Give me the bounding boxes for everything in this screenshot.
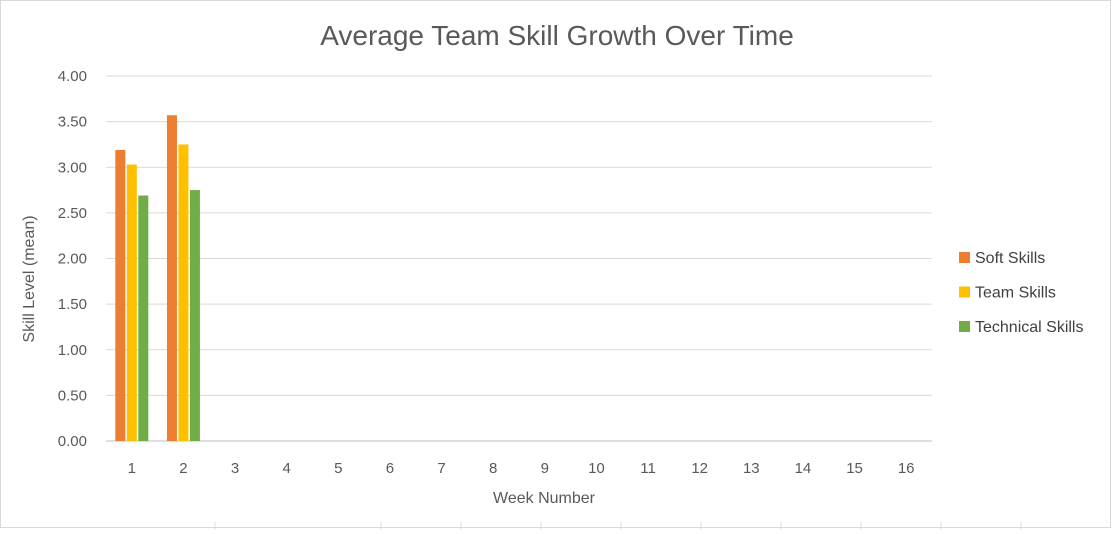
bar-soft-skills: [166, 115, 177, 442]
x-axis-title: Week Number: [493, 490, 596, 507]
y-tick-label: 1.50: [58, 296, 87, 313]
x-tick-label: 12: [691, 460, 708, 477]
y-tick-label: 0.50: [58, 387, 87, 404]
y-tick-label: 1.00: [58, 342, 87, 359]
legend-label: Soft Skills: [975, 250, 1045, 267]
y-tick-label: 2.50: [58, 205, 87, 222]
x-tick-label: 4: [283, 460, 291, 477]
y-tick-label: 4.00: [58, 68, 87, 85]
x-tick-label: 7: [437, 460, 445, 477]
bar-soft-skills: [115, 149, 126, 441]
x-tick-label: 2: [179, 460, 187, 477]
x-tick-label: 8: [489, 460, 497, 477]
x-tick-label: 6: [386, 460, 394, 477]
bar-team-skills: [126, 164, 137, 441]
y-tick-labels: 0.00 0.50 1.00 1.50 2.00 2.50 3.00 3.50 4.00: [58, 68, 87, 450]
gridlines: [106, 75, 932, 442]
legend-swatch: [959, 321, 970, 332]
bars: [115, 115, 200, 442]
legend: Soft Skills Team Skills Technical Skills: [959, 250, 1083, 336]
y-tick-label: 2.00: [58, 251, 87, 268]
legend-swatch: [959, 286, 970, 298]
legend-label: Technical Skills: [975, 319, 1083, 336]
y-axis-title: Skill Level (mean): [21, 215, 38, 342]
x-tick-label: 13: [743, 460, 760, 477]
y-tick-label: 0.00: [58, 433, 87, 450]
x-tick-label: 14: [795, 460, 812, 477]
x-tick-label: 10: [588, 460, 605, 477]
x-tick-label: 11: [640, 460, 656, 477]
legend-label: Team Skills: [975, 285, 1056, 302]
y-tick-label: 3.50: [58, 114, 87, 131]
frame-footer-ticks: [214, 522, 1022, 529]
bar-technical-skills: [138, 195, 149, 441]
x-tick-label: 3: [231, 460, 239, 477]
x-tick-label: 16: [898, 460, 915, 477]
bar-technical-skills: [189, 190, 200, 441]
x-tick-label: 15: [846, 460, 863, 477]
x-tick-label: 5: [334, 460, 342, 477]
y-tick-label: 3.00: [58, 159, 87, 176]
bar-team-skills: [178, 144, 189, 441]
chart-title: Average Team Skill Growth Over Time: [320, 20, 794, 51]
legend-swatch: [959, 252, 970, 263]
x-tick-label: 1: [128, 460, 136, 477]
x-tick-label: 9: [541, 460, 549, 477]
x-tick-labels: 1 2 3 4 5 6 7 8 9 10 11 12 13 14 15 16: [128, 460, 915, 477]
